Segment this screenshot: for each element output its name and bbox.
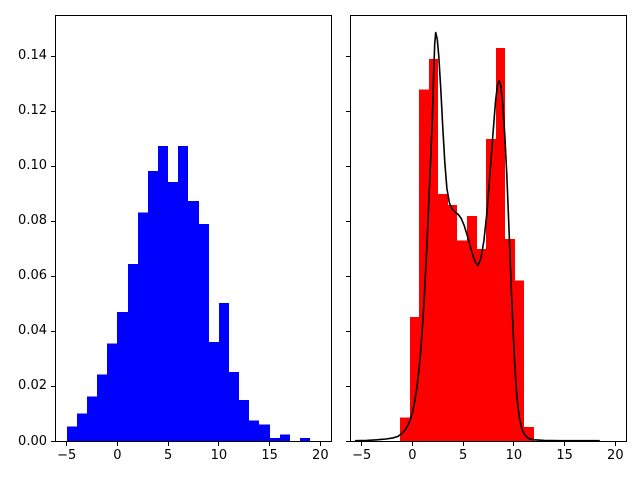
histogram-bar: [178, 146, 188, 442]
axes-spines: [350, 15, 627, 442]
x-tick-label: 15: [261, 448, 278, 463]
histogram-bar: [505, 238, 515, 442]
histogram-bar: [486, 138, 496, 442]
histogram-bar: [457, 240, 467, 442]
histogram-bar: [448, 204, 457, 442]
histogram-bar: [77, 413, 87, 442]
histogram-bar: [467, 215, 477, 442]
histogram-bar: [419, 89, 429, 442]
histogram-bars: [67, 146, 310, 442]
histogram-bar: [429, 59, 438, 442]
x-tick-label: 10: [505, 448, 523, 463]
histogram-bar: [300, 437, 310, 442]
y-tick-label: 0.04: [18, 323, 47, 339]
x-tick-label: 10: [210, 448, 228, 463]
axes-spines: [55, 15, 332, 442]
y-tick-label: 0.08: [18, 213, 47, 229]
histogram-bar: [158, 146, 168, 442]
histogram-bar: [148, 171, 158, 442]
histogram-bar: [117, 312, 128, 442]
histogram-bar: [67, 426, 77, 442]
x-tick-label: 20: [312, 448, 329, 463]
y-tick-label: 0.12: [18, 103, 47, 119]
x-tick-label: −5: [352, 448, 372, 463]
histogram-bar: [410, 317, 419, 442]
histogram-bar: [438, 193, 448, 442]
kde-curve: [354, 31, 600, 442]
x-tick-label: 5: [163, 448, 173, 463]
histogram-bar: [259, 424, 270, 442]
histogram-bar: [477, 248, 486, 442]
x-tick-label: 20: [607, 448, 624, 463]
y-tick-label: 0.02: [18, 378, 47, 394]
x-tick-label: −5: [57, 448, 77, 463]
histogram-bar: [87, 396, 97, 442]
histogram-bar: [229, 372, 239, 442]
histogram-bar: [249, 420, 259, 442]
x-tick-label: 0: [408, 448, 417, 463]
histogram-bar: [239, 399, 249, 442]
histogram-bar: [524, 427, 534, 442]
histogram-bar: [138, 212, 148, 442]
histogram-bar: [128, 263, 138, 442]
x-tick-label: 0: [113, 448, 122, 463]
y-tick-label: 0.14: [18, 48, 47, 64]
histogram-bar: [270, 437, 280, 442]
histogram-bar: [496, 48, 505, 442]
y-tick-label: 0.10: [18, 158, 47, 174]
histogram-bar: [280, 434, 290, 442]
y-tick-label: 0.00: [18, 433, 47, 449]
histogram-bar: [209, 342, 219, 442]
histogram-bar: [188, 201, 199, 442]
y-tick-label: 0.06: [18, 268, 47, 284]
left-histogram-axes: [55, 15, 332, 442]
histogram-bar: [107, 343, 117, 442]
right-histogram-kde-axes: [350, 15, 627, 442]
histogram-bar: [199, 224, 209, 442]
histogram-bars: [400, 48, 534, 442]
histogram-bar: [219, 303, 229, 442]
histogram-bar: [515, 280, 524, 442]
x-tick-label: 5: [458, 448, 468, 463]
histogram-bar: [168, 181, 178, 442]
x-tick-label: 15: [556, 448, 573, 463]
histogram-bar: [97, 374, 107, 442]
